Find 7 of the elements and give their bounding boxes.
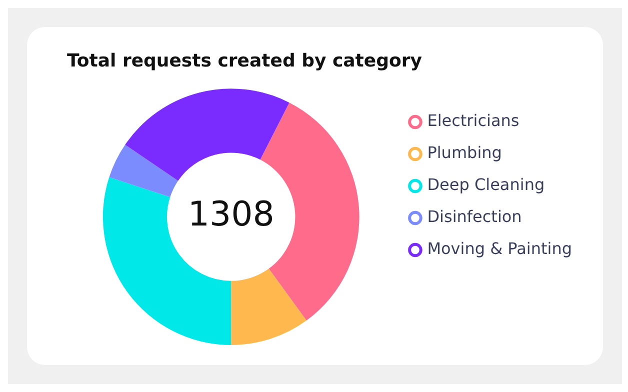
legend-label: Plumbing bbox=[427, 143, 502, 162]
text: 1308 bbox=[188, 194, 274, 235]
legend-label: Disinfection bbox=[427, 207, 522, 226]
legend-label: Moving & Painting bbox=[427, 239, 572, 258]
legend-label: Deep Cleaning bbox=[427, 175, 545, 194]
legend-label: Electricians bbox=[427, 111, 520, 130]
chart-title: Total requests created by category bbox=[67, 50, 422, 72]
